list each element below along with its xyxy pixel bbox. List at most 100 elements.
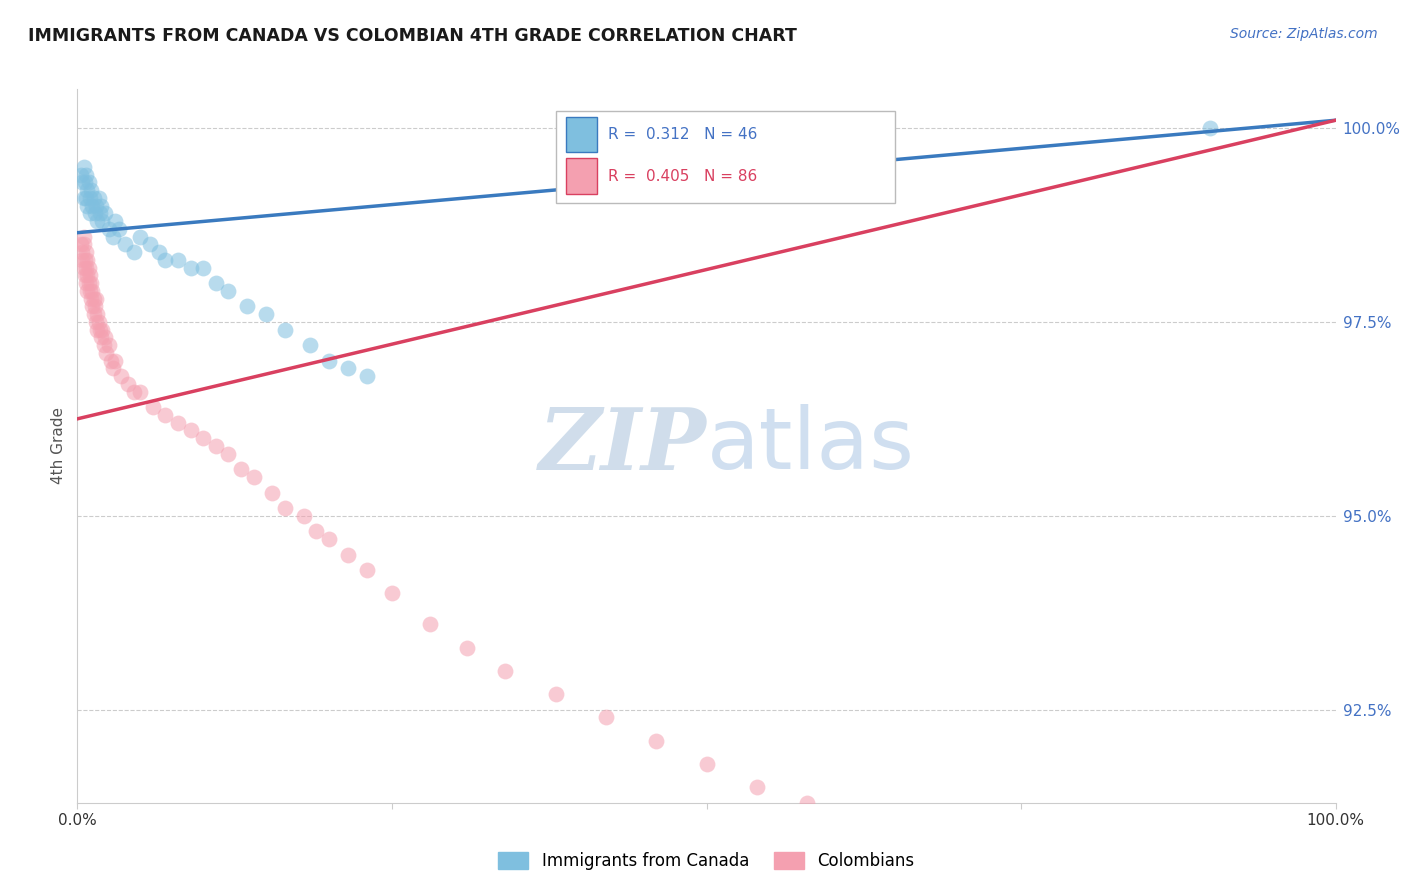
Point: [72, 229, 94, 244]
FancyBboxPatch shape: [555, 111, 896, 203]
Point: [80, 276, 103, 290]
Point: [274, 501, 297, 516]
Point: [77, 175, 100, 189]
Point: [70, 237, 93, 252]
Point: [75, 168, 97, 182]
Point: [148, 245, 170, 260]
Point: [236, 299, 259, 313]
Point: [86, 323, 108, 337]
Point: [72, 260, 94, 275]
Text: R =  0.312   N = 46: R = 0.312 N = 46: [609, 127, 758, 142]
Point: [76, 183, 98, 197]
Point: [796, 796, 818, 810]
Point: [191, 431, 215, 445]
Point: [84, 299, 107, 313]
Point: [86, 214, 108, 228]
Point: [91, 214, 114, 228]
Point: [87, 315, 110, 329]
Bar: [565, 117, 598, 153]
Point: [299, 338, 322, 352]
Point: [229, 462, 252, 476]
Point: [108, 222, 131, 236]
Point: [77, 276, 100, 290]
Point: [122, 245, 145, 260]
Point: [139, 237, 162, 252]
Point: [73, 268, 96, 283]
Bar: [565, 159, 598, 194]
Point: [79, 284, 101, 298]
Point: [89, 323, 111, 337]
Point: [94, 330, 117, 344]
Point: [217, 447, 239, 461]
Point: [70, 168, 93, 182]
Point: [217, 284, 239, 298]
Point: [72, 245, 94, 260]
Point: [274, 323, 297, 337]
Point: [336, 548, 359, 562]
Point: [242, 470, 264, 484]
Legend: Immigrants from Canada, Colombians: Immigrants from Canada, Colombians: [492, 845, 921, 877]
Point: [73, 252, 96, 267]
Point: [73, 175, 96, 189]
Point: [83, 292, 105, 306]
Point: [94, 206, 117, 220]
Point: [1047, 873, 1070, 888]
Point: [84, 315, 107, 329]
Point: [97, 338, 120, 352]
Point: [318, 532, 340, 546]
Point: [101, 361, 124, 376]
Text: Source: ZipAtlas.com: Source: ZipAtlas.com: [1230, 27, 1378, 41]
Point: [82, 299, 104, 313]
Text: ZIP: ZIP: [538, 404, 707, 488]
Point: [155, 252, 177, 267]
Point: [897, 827, 920, 841]
Point: [167, 416, 190, 430]
Point: [645, 733, 668, 747]
Point: [104, 353, 127, 368]
Point: [80, 183, 103, 197]
Point: [356, 369, 378, 384]
Point: [75, 191, 97, 205]
Point: [104, 214, 127, 228]
Point: [262, 485, 284, 500]
Point: [595, 710, 617, 724]
Point: [129, 229, 152, 244]
Point: [82, 284, 104, 298]
Point: [305, 524, 328, 539]
Point: [381, 586, 404, 600]
Point: [101, 229, 124, 244]
Point: [494, 664, 516, 678]
Point: [72, 160, 94, 174]
Point: [72, 252, 94, 267]
Point: [419, 617, 441, 632]
Point: [456, 640, 478, 655]
Text: R =  0.405   N = 86: R = 0.405 N = 86: [609, 169, 758, 184]
Point: [142, 401, 165, 415]
Point: [129, 384, 152, 399]
Point: [82, 198, 104, 212]
Point: [696, 757, 718, 772]
Point: [191, 260, 215, 275]
Y-axis label: 4th Grade: 4th Grade: [51, 408, 66, 484]
Point: [336, 361, 359, 376]
Text: atlas: atlas: [707, 404, 914, 488]
Point: [122, 384, 145, 399]
Point: [75, 245, 97, 260]
Point: [83, 307, 105, 321]
Point: [83, 191, 105, 205]
Point: [72, 175, 94, 189]
Point: [75, 276, 97, 290]
Point: [89, 206, 111, 220]
Point: [948, 842, 970, 856]
Point: [84, 292, 107, 306]
Point: [180, 424, 202, 438]
Point: [76, 268, 98, 283]
Point: [204, 439, 226, 453]
Point: [90, 330, 112, 344]
Point: [292, 508, 315, 523]
Point: [76, 198, 98, 212]
Point: [91, 323, 114, 337]
Point: [356, 563, 378, 577]
Point: [97, 222, 120, 236]
Point: [76, 252, 98, 267]
